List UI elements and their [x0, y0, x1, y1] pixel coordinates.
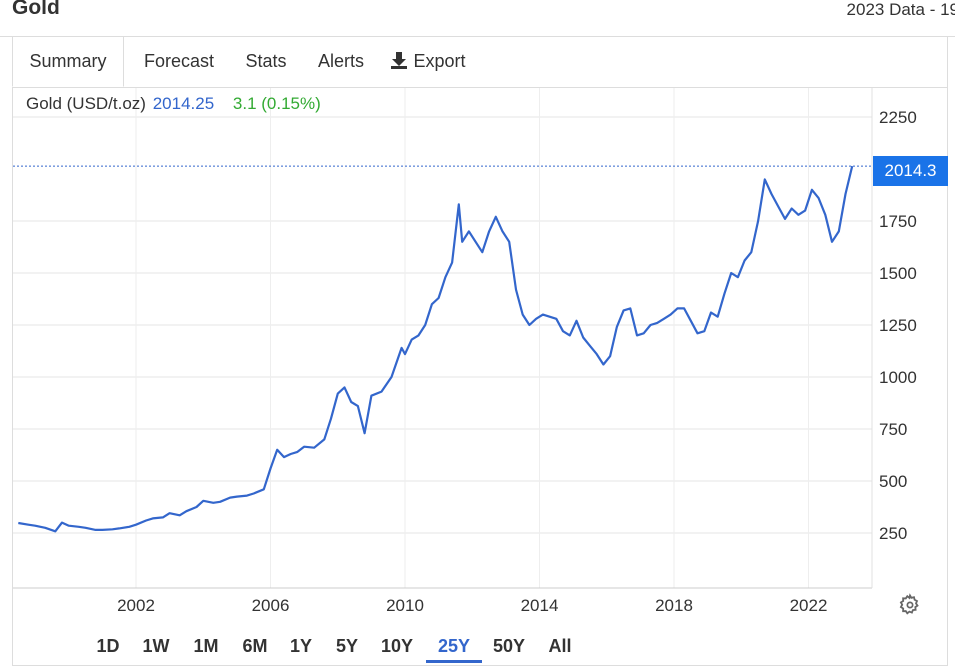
range-selector: 1D 1W 1M 6M 1Y 5Y 10Y 25Y 50Y All — [0, 625, 955, 667]
tab-export[interactable]: Export — [382, 37, 474, 87]
range-1y-button[interactable]: 1Y — [289, 636, 313, 656]
x-tick-label: 2002 — [117, 596, 155, 615]
title-bar: Gold 2023 Data - 19 — [0, 0, 955, 36]
range-all-button[interactable]: All — [548, 636, 572, 656]
page-title: Gold — [12, 0, 60, 19]
range-1d-button[interactable]: 1D — [96, 636, 120, 656]
x-tick-label: 2018 — [655, 596, 693, 615]
tab-alerts-label: Alerts — [317, 51, 364, 71]
tab-stats-label: Stats — [245, 51, 287, 71]
tab-forecast-label: Forecast — [143, 51, 215, 71]
y-tick-label: 1250 — [879, 316, 917, 335]
y-tick-label: 1500 — [879, 264, 917, 283]
tab-export-label: Export — [413, 51, 466, 71]
chart-panel — [12, 36, 948, 666]
range-10y-button[interactable]: 10Y — [380, 636, 414, 656]
series-line-gold — [18, 165, 854, 533]
x-tick-label: 2014 — [521, 596, 559, 615]
range-50y-button[interactable]: 50Y — [492, 636, 526, 656]
y-tick-label: 1000 — [879, 368, 917, 387]
y-axis: 250 500 750 1000 1250 1500 1750 2250 — [879, 108, 917, 543]
legend-change: 3.1 (0.15%) — [232, 94, 321, 113]
range-6m-button[interactable]: 6M — [242, 636, 268, 656]
legend-series-name: Gold (USD/t.oz) — [26, 94, 146, 113]
range-1w-button[interactable]: 1W — [142, 636, 170, 656]
data-range-label: 2023 Data - 19 — [846, 0, 955, 19]
x-axis: 2002 2006 2010 2014 2018 2022 — [117, 596, 827, 615]
y-tick-label: 1750 — [879, 212, 917, 231]
chart-legend: Gold (USD/t.oz) 2014.25 3.1 (0.15%) — [26, 94, 321, 114]
download-icon — [390, 39, 408, 87]
current-price-tag: 2014.3 — [873, 156, 948, 186]
range-25y-button[interactable]: 25Y — [426, 629, 482, 663]
range-5y-button[interactable]: 5Y — [335, 636, 359, 656]
tab-alerts[interactable]: Alerts — [310, 37, 372, 87]
y-tick-label: 2250 — [879, 108, 917, 127]
gear-icon[interactable] — [898, 593, 922, 622]
x-tick-label: 2010 — [386, 596, 424, 615]
tab-summary[interactable]: Summary — [12, 37, 124, 87]
x-tick-label: 2006 — [252, 596, 290, 615]
divider — [12, 87, 948, 88]
tab-summary-label: Summary — [29, 51, 107, 71]
x-tick-label: 2022 — [790, 596, 828, 615]
y-tick-label: 750 — [879, 420, 907, 439]
tab-forecast[interactable]: Forecast — [132, 37, 226, 87]
divider — [0, 36, 955, 37]
y-tick-label: 250 — [879, 524, 907, 543]
tab-stats[interactable]: Stats — [238, 37, 294, 87]
range-1m-button[interactable]: 1M — [193, 636, 219, 656]
chart-grid — [13, 88, 873, 589]
y-tick-label: 500 — [879, 472, 907, 491]
tab-bar: Summary Forecast Stats Alerts Export — [12, 37, 948, 87]
legend-price: 2014.25 — [152, 94, 215, 113]
